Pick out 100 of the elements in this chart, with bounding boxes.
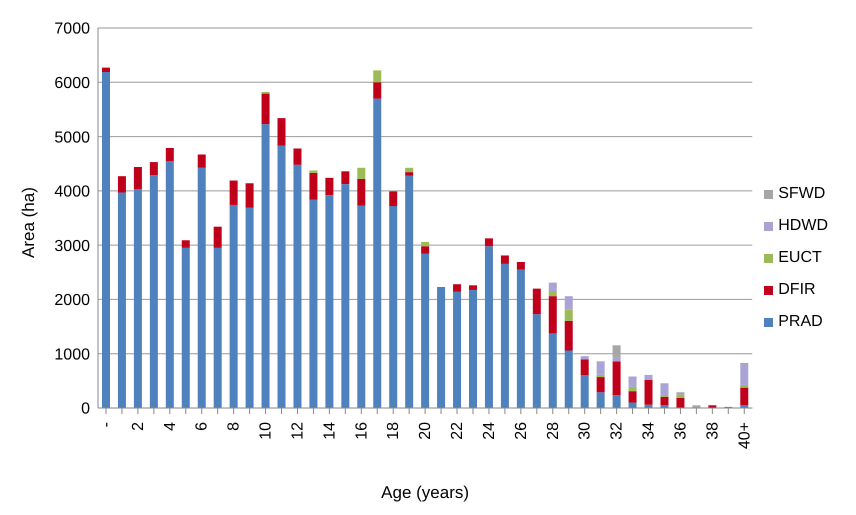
x-tick-label: 16 [353,422,370,440]
bar [405,176,414,408]
bar [325,178,334,196]
x-axis-title: Age (years) [381,483,470,502]
bar [453,292,462,408]
y-tick-label: 2000 [54,292,90,310]
x-tick-label: - [98,422,115,428]
legend-label: EUCT [777,249,823,267]
bar [421,242,430,246]
x-tick-label: 32 [608,422,626,440]
bar [293,148,302,165]
y-tick-label: 0 [81,400,90,418]
bar [628,376,637,387]
bar [740,388,748,406]
x-tick-label: 26 [512,422,530,440]
bar [357,206,366,408]
bar [373,98,382,408]
bar [612,361,621,395]
bar [484,246,493,408]
bar [516,270,525,408]
bar [548,333,557,408]
bar [198,154,206,168]
x-tick-label: 40+ [736,422,754,450]
y-tick-label: 5000 [54,129,90,146]
bar [102,72,110,408]
y-tick-label: 6000 [54,74,90,92]
bar [214,226,222,248]
x-tick-label: 2 [130,422,147,431]
bar [341,171,350,184]
bar [405,172,414,176]
bar [564,350,573,408]
bar [516,262,525,270]
y-tick-label: 3000 [54,238,90,255]
bar [644,380,653,405]
bar [373,70,382,82]
y-axis-title: Area (ha) [19,187,38,258]
bar [532,314,541,408]
bar [309,200,318,408]
bar [166,161,174,408]
bar [309,172,318,200]
bar [628,386,637,392]
bar [644,404,653,408]
bar [564,320,573,350]
x-tick-label: 10 [258,422,275,440]
bar [118,192,126,408]
bar [469,290,477,408]
x-tick-label: 30 [576,422,594,440]
x-tick-label: 22 [449,422,466,440]
bar [548,291,557,296]
legend-label: DFIR [777,281,817,299]
bar [596,374,605,378]
bar [373,82,382,99]
bar [262,124,270,408]
bar [740,364,748,385]
bar [150,175,158,408]
bar [246,208,254,408]
bar [469,285,477,290]
bar [389,206,398,408]
bar [262,94,270,124]
bar [564,310,573,321]
bar [341,184,350,408]
bar [612,394,621,408]
bar [612,356,621,362]
bar [532,288,541,314]
x-tick-label: 28 [544,422,562,440]
bar [660,383,668,395]
bar [182,248,190,408]
bar [596,392,605,408]
x-tick-label: 36 [672,422,690,440]
legend-label: HDWD [777,217,828,235]
bar [118,176,126,192]
bar [740,384,748,388]
bar [437,286,446,408]
bar [500,255,509,264]
bar [484,238,493,246]
bar [564,296,573,310]
bar [278,146,286,408]
bar [676,398,684,408]
x-tick-label: 14 [321,422,338,440]
legend-label: SFWD [777,185,826,203]
legend-label: PRAD [777,313,824,331]
x-tick-label: 4 [162,422,179,431]
bar [580,359,589,376]
bar [246,183,254,208]
bar [421,246,430,254]
bar [150,162,158,176]
bar [230,204,238,408]
bar [548,282,557,292]
bar [453,284,462,292]
x-tick-label: 34 [640,422,658,440]
bar [628,391,637,403]
bar [580,356,589,360]
x-tick-label: 8 [226,422,243,431]
bar [325,195,334,408]
bar [214,248,222,408]
bar [500,264,509,408]
x-tick-label: 24 [480,422,498,440]
bar [230,180,238,205]
bar [293,164,302,408]
bar [134,166,142,190]
